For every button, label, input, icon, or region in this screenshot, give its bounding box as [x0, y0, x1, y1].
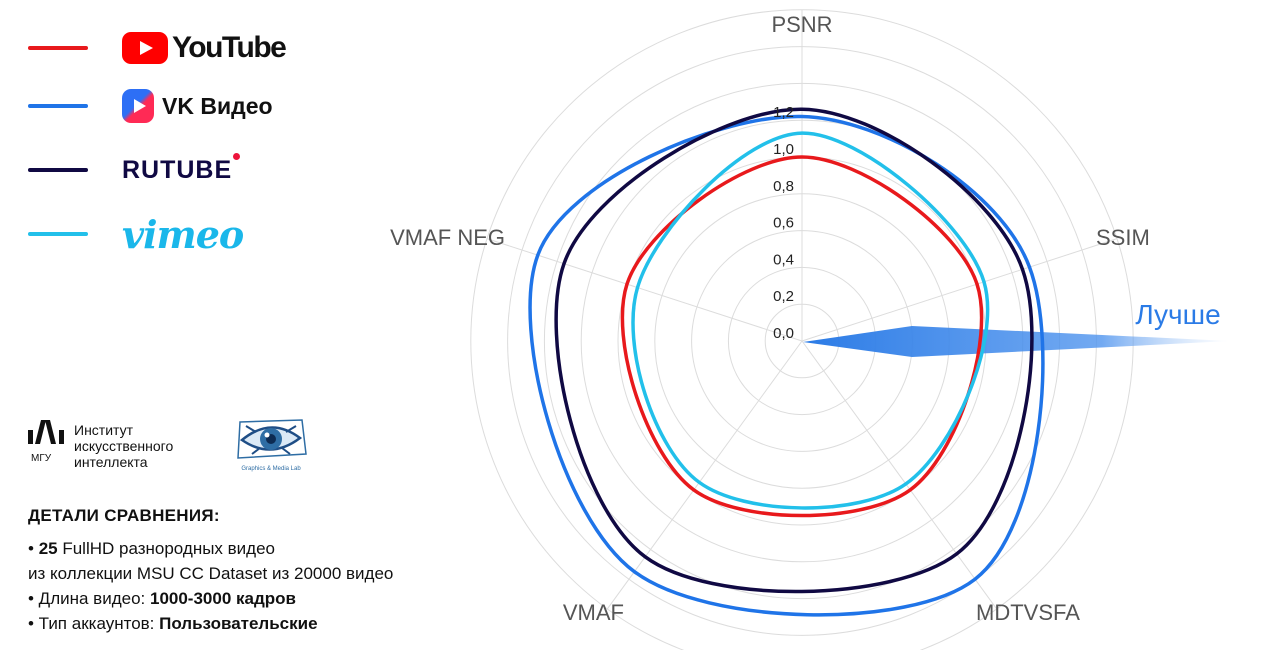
legend-item-vk-video: VK Видео — [28, 84, 328, 128]
details-line-4: • Тип аккаунтов: Пользовательские — [28, 614, 318, 633]
radial-tick-label: 1,0 — [773, 141, 794, 158]
eye-icon — [237, 419, 307, 459]
axis-labels: PSNR SSIM MDTVSFA VMAF VMAF NEG — [390, 12, 1150, 625]
legend-item-youtube: YouTube — [28, 26, 328, 70]
legend-swatch-vimeo — [28, 232, 88, 236]
youtube-logo-text: YouTube — [172, 31, 287, 64]
graphics-media-lab-label: Graphics & Media Lab — [241, 466, 301, 472]
details-line-3: • Длина видео: 1000-3000 кадров — [28, 589, 296, 608]
legend-swatch-vk-video — [28, 104, 88, 108]
radial-tick-labels: 0,0 0,2 0,4 0,6 0,8 1,0 1,2 — [773, 104, 794, 342]
series-vimeo — [631, 131, 990, 510]
axis-spoke-vmaf-neg — [486, 238, 803, 342]
better-arrow — [803, 326, 1230, 357]
radial-tick-label: 0,0 — [773, 325, 794, 342]
msu-short-label: МГУ — [31, 453, 52, 464]
details-line-1: • 25 FullHD разнородных видео — [28, 539, 275, 558]
graphics-media-lab-logo: Graphics & Media Lab — [232, 414, 310, 478]
better-arrow-group: Лучше — [803, 299, 1230, 357]
radial-tick-label: 1,2 — [773, 104, 794, 121]
axis-spoke-ssim — [801, 238, 1118, 342]
radial-tick-label: 0,2 — [773, 288, 794, 305]
axis-label-psnr: PSNR — [771, 12, 832, 37]
msu-ai-institute-logo: МГУ Институт искусственного интеллекта — [28, 420, 228, 472]
comparison-details: ДЕТАЛИ СРАВНЕНИЯ: • 25 FullHD разнородны… — [28, 506, 498, 636]
vimeo-logo: vimeo — [122, 211, 244, 257]
series-rutube — [554, 107, 1034, 594]
series-youtube — [620, 155, 984, 518]
youtube-logo: YouTube — [122, 26, 287, 70]
vimeo-logo-text: vimeo — [122, 211, 244, 257]
youtube-play-icon — [122, 32, 168, 64]
axis-spoke-vmaf — [606, 340, 803, 610]
rutube-logo: RUTUBE — [122, 148, 241, 192]
legend-item-rutube: RUTUBE — [28, 148, 328, 192]
rutube-dot-icon — [233, 152, 241, 160]
axis-spoke-mdtvsfa — [801, 340, 998, 610]
organization-logos: МГУ Институт искусственного интеллекта G… — [28, 414, 328, 484]
radar-grid — [470, 9, 1134, 650]
axis-label-ssim: SSIM — [1096, 225, 1150, 250]
vk-video-play-icon — [122, 89, 154, 123]
details-line-2: из коллекции MSU CC Dataset из 20000 вид… — [28, 564, 394, 583]
better-label: Лучше — [1135, 299, 1220, 330]
axis-label-mdtvsfa: MDTVSFA — [976, 600, 1080, 625]
msu-institute-name: Институт искусственного интеллекта — [74, 422, 174, 470]
rutube-logo-text: RUTUBE — [122, 152, 241, 185]
radar-series — [528, 107, 1045, 617]
radial-tick-label: 0,8 — [773, 178, 794, 195]
radial-tick-label: 0,4 — [773, 251, 794, 268]
radial-tick-label: 0,6 — [773, 215, 794, 232]
legend-swatch-youtube — [28, 46, 88, 50]
legend-item-vimeo: vimeo — [28, 211, 328, 257]
series-vk-видео — [528, 114, 1045, 617]
legend-swatch-rutube — [28, 168, 88, 172]
axis-label-vmaf: VMAF — [563, 600, 624, 625]
vk-video-logo-text: VK Видео — [162, 92, 273, 119]
vk-video-logo: VK Видео — [122, 84, 273, 128]
details-title: ДЕТАЛИ СРАВНЕНИЯ: — [28, 506, 220, 525]
msu-mark-icon — [28, 420, 64, 444]
axis-label-vmaf-neg: VMAF NEG — [390, 225, 505, 250]
